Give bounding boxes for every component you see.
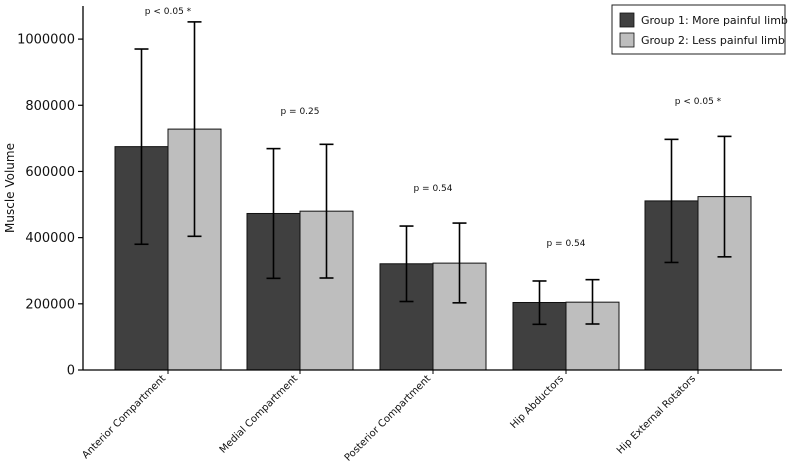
y-tick-label: 800000 (25, 99, 75, 114)
x-category-label: Hip Abductors (508, 373, 566, 431)
p-value-annotations: p < 0.05 * p = 0.25 p = 0.54 p = 0.54 p < 0.… (145, 7, 722, 249)
p-value-label: p = 0.54 (546, 239, 585, 249)
p-value-label: p = 0.54 (413, 184, 452, 194)
x-category-labels: Anterior Compartment Medial Compartment Po… (80, 373, 698, 463)
y-tick-label: 1000000 (17, 33, 75, 48)
legend-label-group-1: Group 1: More painful limb (641, 14, 788, 27)
legend-swatch-group-1 (619, 12, 635, 28)
legend: Group 1: More painful limb Group 2: Less… (611, 4, 788, 55)
legend-swatch-group-2 (619, 32, 635, 48)
y-tick-label: 400000 (25, 231, 75, 246)
plot-area (114, 21, 752, 374)
y-axis-label: Muscle Volume (3, 143, 17, 233)
p-value-label: p < 0.05 * (145, 7, 192, 17)
p-value-label: p < 0.05 * (675, 97, 722, 107)
x-category-label: Medial Compartment (218, 373, 300, 455)
p-value-label: p = 0.25 (280, 107, 319, 117)
x-category-label: Hip External Rotators (615, 373, 698, 456)
y-tick-label: 0 (67, 364, 75, 379)
x-category-label: Anterior Compartment (80, 373, 168, 461)
y-tick-label: 600000 (25, 165, 75, 180)
legend-box (611, 4, 786, 55)
y-tick-label: 200000 (25, 297, 75, 312)
y-ticks: 0 200000 400000 600000 800000 1000000 (17, 33, 83, 379)
x-category-label: Posterior Compartment (343, 373, 433, 463)
legend-label-group-2: Group 2: Less painful limb (641, 34, 785, 47)
